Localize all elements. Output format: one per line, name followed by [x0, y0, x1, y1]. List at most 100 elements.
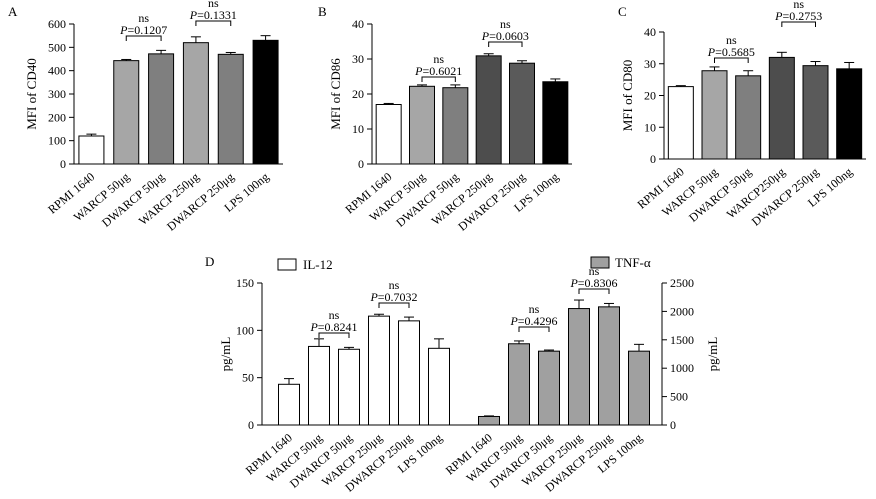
panel-d-il12-bar: [338, 348, 360, 426]
panel-c-p-number: =0.2753: [782, 9, 822, 23]
panel-a-y-tick-label: 400: [48, 64, 66, 78]
panel-d-il12-ns-label: ns: [329, 308, 340, 322]
panel-d-left-y-tick-label: 50: [242, 371, 254, 385]
panel-d-left-y-axis-title: pg/mL: [218, 337, 233, 372]
panel-c-y-tick-label: 20: [644, 89, 656, 103]
panel-a-y-tick-label: 200: [48, 110, 66, 124]
panel-a-y-tick-label: 100: [48, 134, 66, 148]
panel-b-significance-bracket: [421, 76, 456, 82]
panel-a-bar: [217, 53, 244, 165]
panel-d-left-y-tick-label: 100: [236, 323, 254, 337]
panel-a-bar: [113, 60, 140, 165]
panel-d-il12-p-symbol: P: [309, 320, 318, 334]
panel-d-il12-significance-bracket: [378, 302, 410, 308]
panel-a-significance-bracket: [125, 35, 162, 41]
panel-c-significance-bracket: [781, 21, 816, 27]
panel-b-p-number: =0.0603: [489, 29, 529, 43]
panel-d-tnf-bar: [568, 308, 590, 426]
panel-d-tnf-p-value-label: P=0.8306: [569, 276, 617, 290]
panel-d-il12-p-number: =0.7032: [378, 290, 418, 304]
panel-b-y-tick-label: 10: [352, 122, 364, 136]
panel-d-tnf-significance-bracket: [578, 288, 610, 294]
panel-a-y-tick-label: 300: [48, 87, 66, 101]
panel-c-y-tick-label: 30: [644, 57, 656, 71]
panel-a-y-tick-label: 0: [60, 157, 66, 171]
panel-b-y-tick-label: 30: [352, 52, 364, 66]
panel-d-il12-bar: [398, 320, 420, 426]
panel-d-il12-significance-bracket: [318, 332, 350, 338]
panel-d-il12-p-symbol: P: [369, 290, 378, 304]
panel-c-bar: [836, 68, 863, 160]
panel-a-y-axis-title: MFI of CD40: [24, 58, 39, 130]
panel-a-ns-label: ns: [138, 11, 149, 25]
panel-c-p-value-label: P=0.5685: [707, 45, 755, 59]
panel-d-right-y-axis-title: pg/mL: [705, 337, 720, 372]
panel-d-il12-bar: [308, 345, 330, 426]
panel-a-p-symbol: P: [189, 8, 198, 22]
panel-c-bar: [701, 70, 728, 160]
panel-c-y-tick-label: 10: [644, 120, 656, 134]
panel-a-p-symbol: P: [119, 23, 128, 37]
panel-b-ns-label: ns: [433, 52, 444, 66]
panel-a-y-tick-label: 600: [48, 17, 66, 31]
panel-a-bar: [148, 53, 175, 165]
panel-b-ns-label: ns: [500, 17, 511, 31]
panel-d-tnf-ns-label: ns: [529, 302, 540, 316]
panel-d-right-y-tick-label: 0: [670, 418, 676, 432]
panel-b-significance-bracket: [488, 41, 523, 47]
panel-d-right-y-tick-label: 1500: [670, 333, 694, 347]
panel-b-bar: [509, 62, 535, 165]
panel-d-right-y-tick-label: 500: [670, 390, 688, 404]
panel-a-significance-bracket: [195, 20, 232, 26]
panel-d-il12-ns-label: ns: [389, 278, 400, 292]
panel-d-il12-bar: [368, 315, 390, 426]
panel-a-p-number: =0.1207: [127, 23, 167, 37]
panel-c-y-axis-title: MFI of CD80: [620, 60, 635, 132]
panel-c-bar: [667, 86, 694, 160]
panel-d-tnf-ns-label: ns: [589, 264, 600, 278]
panel-a-p-value-label: P=0.1207: [119, 23, 167, 37]
panel-d-tnf-bar: [628, 350, 650, 426]
panel-d-il12-bar: [278, 383, 300, 426]
panel-d-tnf-p-number: =0.8306: [578, 276, 618, 290]
panel-a-p-number: =0.1331: [197, 8, 237, 22]
panel-b-y-tick-label: 20: [352, 87, 364, 101]
panel-b-bar: [409, 85, 435, 165]
panel-d-tnf-p-symbol: P: [569, 276, 578, 290]
panel-a-ns-label: ns: [208, 0, 219, 10]
panel-d-tnf-p-symbol: P: [509, 314, 518, 328]
panel-d-left-y-tick-label: 0: [248, 418, 254, 432]
panel-d-il12-p-value-label: P=0.7032: [369, 290, 417, 304]
panel-d-tnf-bar: [598, 306, 620, 426]
panel-d-legend-label-il12: IL-12: [303, 257, 333, 272]
panel-b-bar: [475, 55, 502, 165]
panel-b-p-number: =0.6021: [422, 64, 462, 78]
panel-b-p-value-label: P=0.6021: [414, 64, 462, 78]
panel-d-tnf-p-number: =0.4296: [518, 314, 558, 328]
panel-d-right-y-tick-label: 2000: [670, 304, 694, 318]
panel-d-legend-label-tnf: TNF-α: [615, 255, 651, 270]
panel-b-letter: B: [318, 4, 327, 19]
panel-b-y-axis-title: MFI of CD86: [328, 58, 343, 130]
panel-b-bar: [442, 87, 469, 165]
panel-b-p-value-label: P=0.0603: [481, 29, 529, 43]
panel-c-p-number: =0.5685: [715, 45, 755, 59]
panel-c-p-symbol: P: [707, 45, 716, 59]
panel-d-right-y-tick-label: 2500: [670, 276, 694, 290]
panel-d-tnf-bar: [538, 350, 560, 426]
panel-c-letter: C: [618, 4, 627, 19]
panel-a-letter: A: [8, 4, 18, 19]
panel-c-bar: [802, 65, 829, 160]
panel-d-il12-p-value-label: P=0.8241: [309, 320, 357, 334]
panel-d-letter: D: [205, 254, 214, 269]
panel-d-il12-p-number: =0.8241: [318, 320, 358, 334]
panel-a-bar: [182, 42, 209, 165]
panel-d-legend-swatch-il12: [277, 258, 297, 271]
panel-c-y-tick-label: 40: [644, 25, 656, 39]
panel-c-p-value-label: P=0.2753: [774, 9, 822, 23]
panel-c-ns-label: ns: [726, 33, 737, 47]
panel-d-il12-bar: [428, 347, 450, 426]
